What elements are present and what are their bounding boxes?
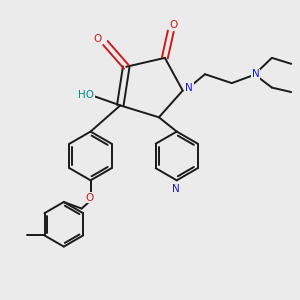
Text: N: N — [185, 82, 193, 93]
Text: O: O — [86, 193, 94, 202]
Text: O: O — [170, 20, 178, 30]
Text: O: O — [94, 34, 102, 44]
Text: N: N — [252, 69, 260, 79]
Text: N: N — [172, 184, 180, 194]
Text: HO: HO — [78, 90, 94, 100]
